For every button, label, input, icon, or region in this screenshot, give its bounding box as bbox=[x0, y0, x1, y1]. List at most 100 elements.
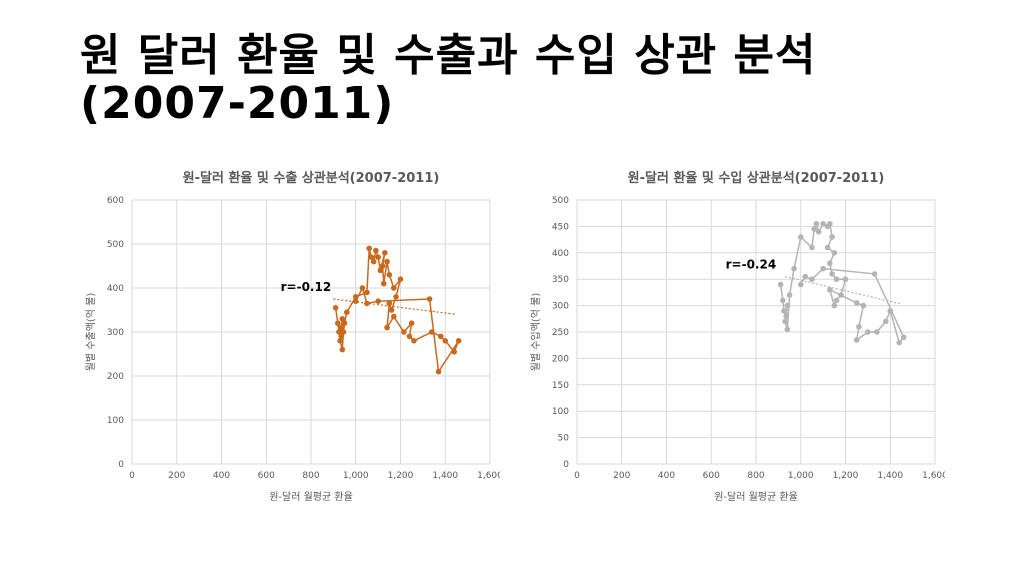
data-point bbox=[781, 308, 787, 314]
x-tick-label: 400 bbox=[213, 471, 230, 481]
data-point bbox=[809, 244, 815, 251]
data-point bbox=[384, 258, 390, 265]
data-point bbox=[833, 276, 840, 282]
correlation-annotation: r=-0.24 bbox=[726, 258, 777, 272]
data-point bbox=[393, 294, 399, 300]
data-point bbox=[882, 318, 889, 325]
x-tick-label: 1,200 bbox=[388, 471, 414, 481]
x-tick-label: 200 bbox=[613, 471, 630, 481]
data-point bbox=[338, 333, 345, 340]
data-point bbox=[352, 294, 359, 300]
data-point bbox=[335, 320, 341, 326]
data-point bbox=[784, 302, 791, 309]
data-point bbox=[809, 276, 815, 282]
data-point bbox=[786, 292, 793, 298]
data-point bbox=[332, 305, 339, 311]
x-axis-label: 원-달러 월평균 환율 bbox=[269, 491, 353, 503]
data-point bbox=[871, 271, 878, 277]
data-point bbox=[435, 368, 442, 375]
x-tick-label: 1,600 bbox=[922, 471, 945, 481]
data-point bbox=[783, 313, 790, 319]
data-point bbox=[339, 346, 346, 353]
data-point bbox=[379, 263, 386, 269]
data-point bbox=[874, 329, 880, 335]
data-point bbox=[782, 318, 788, 325]
y-tick-label: 500 bbox=[107, 240, 124, 250]
y-tick-label: 50 bbox=[558, 434, 570, 444]
y-tick-label: 500 bbox=[552, 196, 569, 206]
data-point bbox=[359, 285, 366, 291]
data-point bbox=[865, 329, 871, 335]
data-point bbox=[370, 258, 377, 265]
y-tick-label: 300 bbox=[552, 302, 569, 312]
data-point bbox=[451, 349, 458, 355]
data-point bbox=[900, 334, 907, 341]
chart-title: 원-달러 환율 및 수출 상관분석(2007-2011) bbox=[183, 170, 440, 186]
data-point bbox=[375, 254, 381, 260]
data-point bbox=[382, 250, 388, 256]
x-tick-label: 1,000 bbox=[788, 471, 814, 481]
data-point bbox=[386, 272, 393, 278]
x-tick-label: 1,200 bbox=[833, 471, 859, 481]
y-tick-label: 100 bbox=[107, 416, 124, 426]
y-axis-label: 월별 수입액(억 불) bbox=[529, 293, 542, 372]
import-chart: 원-달러 환율 및 수입 상관분석(2007-2011) 0 50 100 150 200… bbox=[525, 160, 948, 514]
data-point bbox=[824, 244, 831, 251]
data-point bbox=[426, 296, 433, 302]
data-point bbox=[429, 329, 435, 335]
data-point bbox=[820, 265, 826, 272]
data-point bbox=[813, 220, 820, 227]
plot-area bbox=[576, 199, 936, 465]
y-tick-label: 600 bbox=[107, 196, 124, 206]
slide-title-line1: 원 달러 환율 및 수출과 수입 상관 분석 bbox=[80, 30, 817, 81]
y-tick-label: 300 bbox=[107, 328, 124, 338]
data-point bbox=[784, 326, 791, 333]
x-tick-label: 1,600 bbox=[477, 471, 500, 481]
data-point bbox=[442, 338, 449, 344]
y-tick-label: 400 bbox=[552, 249, 569, 259]
x-tick-label: 800 bbox=[747, 471, 764, 481]
data-point bbox=[833, 297, 840, 304]
data-point bbox=[368, 254, 375, 260]
data-point bbox=[406, 333, 413, 340]
y-tick-label: 100 bbox=[552, 407, 569, 417]
data-point bbox=[336, 329, 342, 335]
x-tick-label: 1,400 bbox=[432, 471, 458, 481]
y-tick-label: 350 bbox=[552, 275, 569, 285]
data-point bbox=[811, 226, 817, 232]
y-tick-label: 0 bbox=[118, 460, 124, 470]
series-line bbox=[334, 247, 460, 374]
data-point bbox=[373, 247, 379, 254]
x-tick-label: 200 bbox=[168, 471, 185, 481]
y-tick-label: 450 bbox=[552, 222, 569, 232]
data-point bbox=[388, 307, 395, 313]
data-point bbox=[437, 333, 444, 340]
data-point bbox=[366, 245, 372, 252]
data-point bbox=[340, 329, 347, 335]
data-point bbox=[853, 337, 860, 343]
data-point bbox=[777, 281, 784, 288]
y-axis-label: 월별 수출액(억 불) bbox=[85, 293, 97, 372]
data-point bbox=[827, 286, 833, 293]
data-point bbox=[780, 297, 786, 304]
data-point bbox=[339, 316, 346, 322]
x-tick-label: 0 bbox=[129, 471, 135, 481]
data-point bbox=[408, 320, 415, 326]
data-point bbox=[820, 220, 826, 227]
data-point bbox=[838, 292, 844, 298]
data-point bbox=[344, 309, 350, 315]
chart-svg: 원-달러 환율 및 수출 상관분석(2007-2011) 0 100 200 300 40… bbox=[85, 170, 503, 503]
data-point bbox=[827, 260, 833, 267]
data-point bbox=[829, 271, 835, 277]
data-point bbox=[802, 273, 809, 280]
trend-line bbox=[333, 298, 457, 315]
y-tick-label: 250 bbox=[552, 328, 569, 338]
data-point bbox=[364, 289, 370, 296]
slide-title: 원 달러 환율 및 수출과 수입 상관 분석 (2007-2011) bbox=[80, 32, 1000, 128]
y-tick-label: 200 bbox=[107, 372, 124, 382]
data-point bbox=[791, 265, 797, 272]
data-point bbox=[390, 285, 397, 291]
x-axis-label: 원-달러 월평균 환율 bbox=[714, 491, 798, 503]
x-tick-label: 800 bbox=[302, 471, 319, 481]
data-point bbox=[853, 300, 860, 306]
